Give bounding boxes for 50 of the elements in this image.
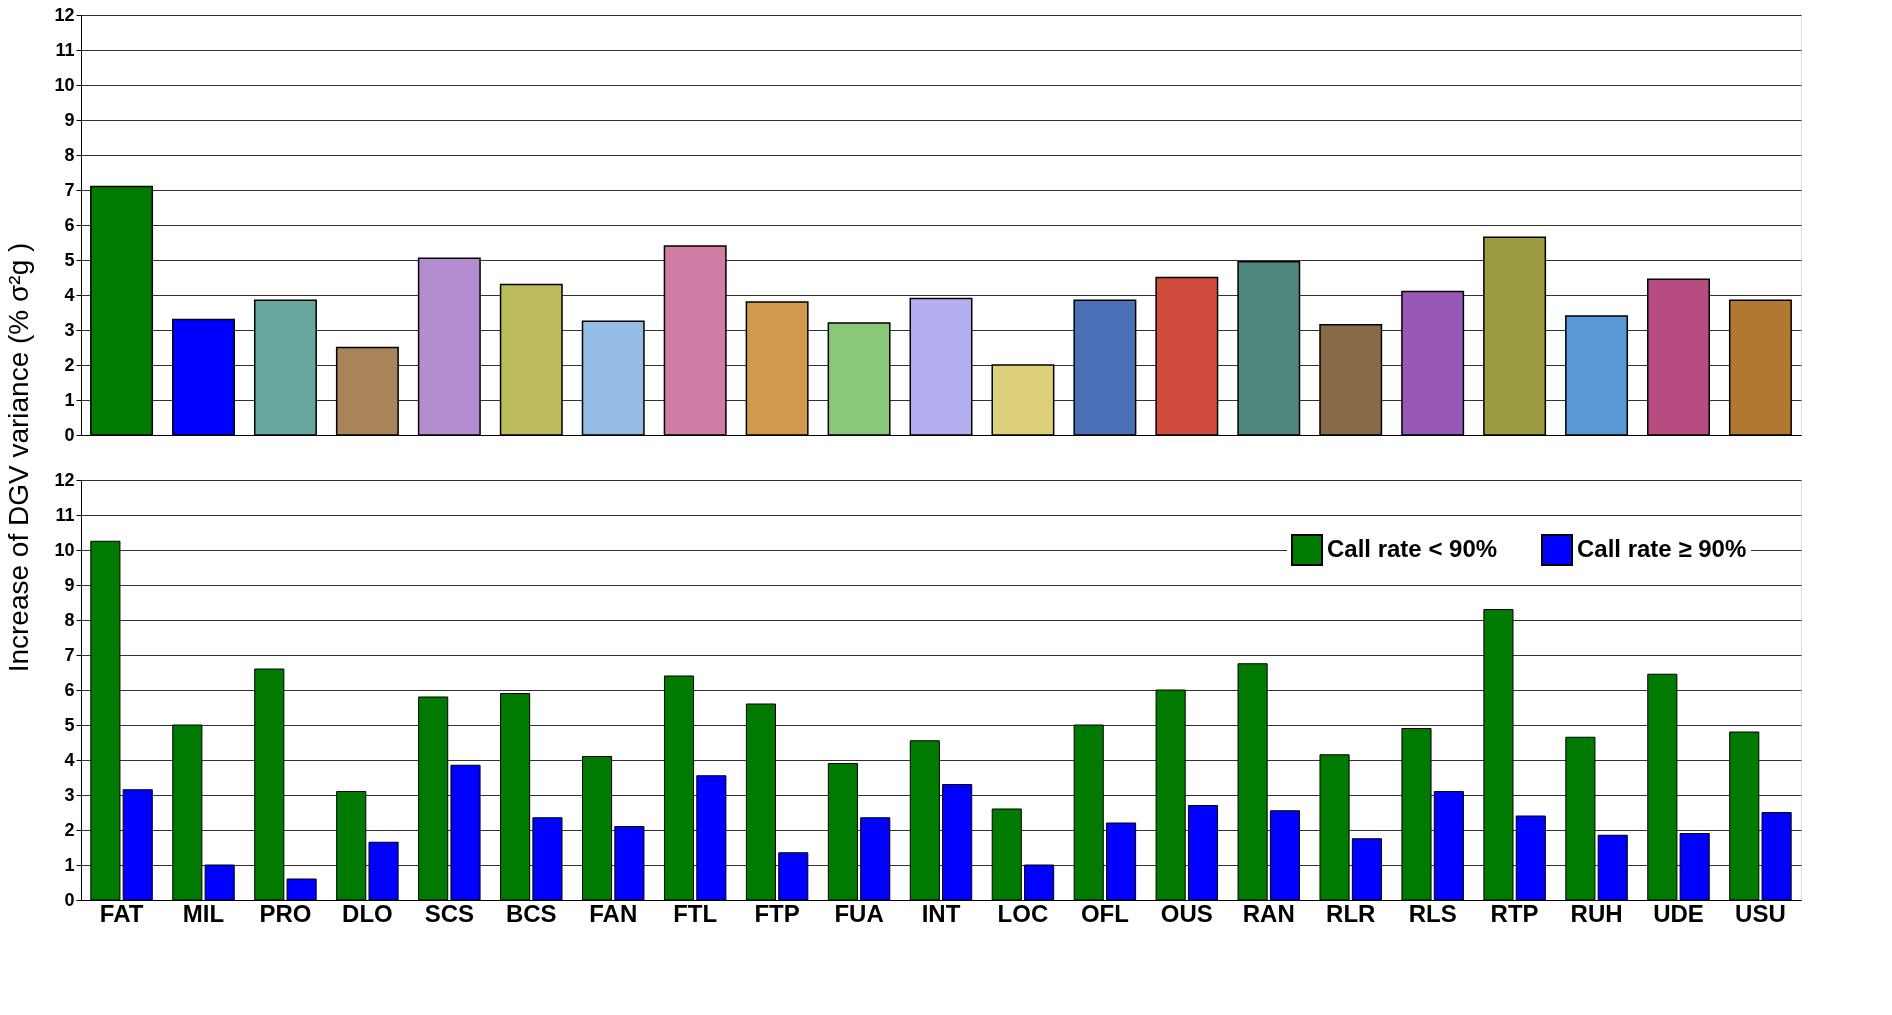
x-tick-label: FAT	[99, 899, 144, 927]
y-tick-label: 7	[64, 644, 75, 665]
y-tick-label: 1	[64, 389, 75, 410]
y-tick-label: 11	[55, 504, 75, 525]
y-tick-label: 0	[64, 889, 75, 910]
y-tick-label: 6	[64, 214, 75, 235]
x-tick-label: FTL	[673, 899, 718, 927]
x-tick-label: OFL	[1080, 899, 1129, 927]
x-tick-label: FAN	[589, 899, 638, 927]
x-tick-label: USU	[1735, 899, 1786, 927]
y-tick-label: 8	[64, 609, 75, 630]
x-tick-label: RLS	[1408, 899, 1457, 927]
y-tick-label: 9	[64, 109, 75, 130]
y-tick-label: 4	[64, 749, 75, 770]
x-tick-label: INT	[921, 899, 961, 927]
y-tick-label: 12	[54, 4, 75, 25]
x-tick-label: OUS	[1160, 899, 1213, 927]
x-tick-label: LOC	[997, 899, 1049, 927]
legend-label: Call rate < 90%	[1327, 535, 1498, 562]
x-tick-label: MIL	[182, 899, 225, 927]
y-tick-label: 10	[54, 74, 75, 95]
y-tick-label: 2	[64, 354, 75, 375]
legend-label: Call rate ≥ 90%	[1577, 535, 1747, 562]
y-tick-label: 6	[64, 679, 75, 700]
x-tick-label: UDE	[1653, 899, 1704, 927]
y-tick-label: 0	[64, 424, 75, 445]
y-axis-title: Increase of DGV variance (% σ²g )	[3, 242, 35, 673]
y-tick-label: 5	[64, 249, 75, 270]
x-tick-label: RLR	[1326, 899, 1376, 927]
x-tick-label: DLO	[342, 899, 393, 927]
y-tick-label: 4	[64, 284, 75, 305]
y-tick-label: 3	[64, 319, 75, 340]
y-tick-label: 9	[64, 574, 75, 595]
y-tick-label: 1	[64, 854, 75, 875]
x-tick-label: FUA	[834, 899, 884, 927]
y-tick-label: 12	[54, 469, 75, 490]
x-tick-label: PRO	[259, 899, 312, 927]
y-tick-label: 8	[64, 144, 75, 165]
y-tick-label: 3	[64, 784, 75, 805]
x-tick-label: RTP	[1490, 899, 1539, 927]
y-tick-label: 10	[54, 539, 75, 560]
x-tick-label: SCS	[424, 899, 475, 927]
y-tick-label: 11	[55, 39, 75, 60]
x-tick-label: FTP	[754, 899, 800, 927]
x-tick-label: BCS	[505, 899, 557, 927]
y-tick-label: 7	[64, 179, 75, 200]
x-tick-label: RUH	[1570, 899, 1623, 927]
y-tick-label: 5	[64, 714, 75, 735]
y-tick-label: 2	[64, 819, 75, 840]
x-tick-label: RAN	[1242, 899, 1295, 927]
